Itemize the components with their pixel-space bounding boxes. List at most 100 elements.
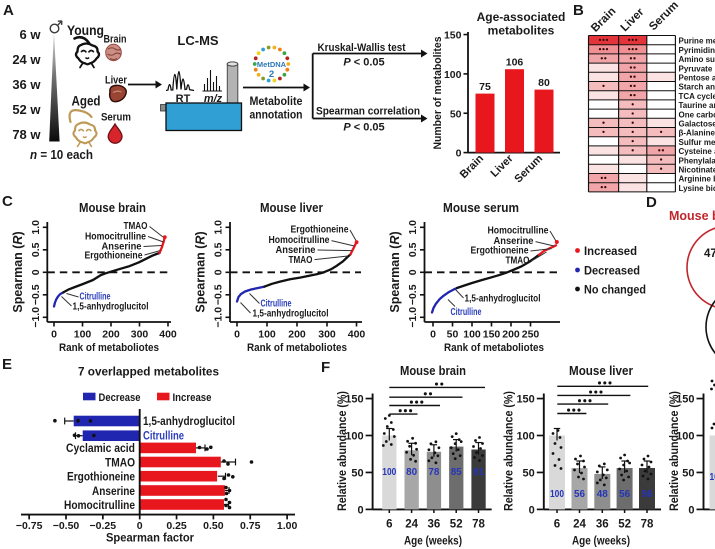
svg-text:56: 56 bbox=[619, 488, 630, 500]
svg-text:0: 0 bbox=[430, 329, 436, 341]
svg-text:Homocitrulline: Homocitrulline bbox=[85, 232, 146, 243]
svg-text:48: 48 bbox=[597, 488, 608, 500]
svg-text:36: 36 bbox=[596, 519, 609, 531]
svg-text:Homocitrulline: Homocitrulline bbox=[488, 226, 549, 237]
svg-text:n = 10 each: n = 10 each bbox=[30, 148, 93, 162]
svg-text:300: 300 bbox=[131, 329, 149, 341]
svg-text:Pyrimidine metabolism: Pyrimidine metabolism bbox=[679, 46, 715, 55]
svg-text:MetDNA: MetDNA bbox=[257, 60, 287, 69]
svg-text:24 w: 24 w bbox=[12, 52, 41, 67]
svg-text:0: 0 bbox=[529, 504, 535, 516]
svg-text:Ergothioneine: Ergothioneine bbox=[291, 225, 349, 236]
svg-text:Homocitrulline: Homocitrulline bbox=[64, 500, 135, 512]
svg-text:78: 78 bbox=[472, 519, 485, 531]
svg-text:TMAO: TMAO bbox=[506, 256, 530, 267]
svg-text:Pyruvate metabolism: Pyruvate metabolism bbox=[679, 64, 715, 73]
svg-text:50: 50 bbox=[450, 108, 462, 120]
svg-text:0.75: 0.75 bbox=[240, 520, 261, 532]
svg-text:P < 0.05: P < 0.05 bbox=[343, 57, 384, 69]
svg-text:0.5: 0.5 bbox=[407, 242, 419, 257]
svg-text:Serum: Serum bbox=[101, 112, 131, 124]
svg-text:E: E bbox=[2, 356, 12, 373]
svg-text:Increase: Increase bbox=[173, 392, 212, 404]
svg-text:80: 80 bbox=[406, 466, 417, 478]
svg-text:−0.25: −0.25 bbox=[90, 520, 117, 532]
svg-text:Age (weeks): Age (weeks) bbox=[572, 536, 630, 548]
svg-text:50: 50 bbox=[523, 467, 535, 479]
svg-text:50: 50 bbox=[682, 467, 694, 479]
svg-text:52: 52 bbox=[618, 519, 631, 531]
svg-text:Lysine biosynthesis: Lysine biosynthesis bbox=[679, 184, 715, 193]
svg-text:Rank of metaboliotes: Rank of metaboliotes bbox=[444, 342, 544, 354]
svg-text:1,5-anhydroglucitol: 1,5-anhydroglucitol bbox=[465, 294, 541, 305]
svg-text:TMAO: TMAO bbox=[289, 255, 313, 266]
svg-text:Number of metabolites: Number of metabolites bbox=[432, 37, 444, 150]
svg-text:1,5-anhydroglucitol: 1,5-anhydroglucitol bbox=[253, 309, 329, 320]
svg-text:Purine metabolism: Purine metabolism bbox=[679, 37, 715, 46]
svg-text:Homocitrulline: Homocitrulline bbox=[269, 235, 330, 246]
svg-text:Kruskal-Wallis test: Kruskal-Wallis test bbox=[318, 42, 406, 54]
svg-text:6: 6 bbox=[554, 519, 560, 531]
svg-text:Rank of metaboliotes: Rank of metaboliotes bbox=[247, 342, 347, 354]
svg-text:Amino sugar metabolism: Amino sugar metabolism bbox=[679, 55, 715, 64]
svg-text:1.0: 1.0 bbox=[30, 220, 42, 235]
svg-text:Relative abundance (%): Relative abundance (%) bbox=[669, 391, 681, 511]
svg-text:Anserine: Anserine bbox=[92, 486, 135, 498]
svg-text:Phenylalanine metab.: Phenylalanine metab. bbox=[679, 156, 715, 165]
svg-text:85: 85 bbox=[451, 466, 462, 478]
svg-text:Relative abundance (%): Relative abundance (%) bbox=[337, 391, 349, 511]
svg-text:400: 400 bbox=[348, 329, 366, 341]
svg-text:0.5: 0.5 bbox=[30, 242, 42, 257]
svg-text:1.00: 1.00 bbox=[277, 520, 298, 532]
svg-text:36: 36 bbox=[428, 519, 441, 531]
svg-text:β-Alanine metabolism: β-Alanine metabolism bbox=[679, 129, 715, 138]
svg-text:Anserine: Anserine bbox=[276, 245, 316, 256]
svg-text:24: 24 bbox=[405, 519, 418, 531]
svg-text:TCA cycle: TCA cycle bbox=[679, 92, 715, 101]
svg-text:C: C bbox=[2, 193, 13, 210]
svg-text:A: A bbox=[3, 2, 14, 19]
svg-text:Age (weeks): Age (weeks) bbox=[404, 536, 462, 548]
svg-text:0: 0 bbox=[30, 269, 42, 275]
svg-text:0.5: 0.5 bbox=[213, 242, 225, 257]
svg-text:Spearman correlation: Spearman correlation bbox=[316, 106, 420, 118]
svg-text:100: 100 bbox=[345, 431, 363, 443]
svg-text:300: 300 bbox=[318, 329, 336, 341]
svg-text:Spearman factor: Spearman factor bbox=[106, 533, 194, 545]
svg-text:50: 50 bbox=[447, 329, 459, 341]
svg-text:52 w: 52 w bbox=[12, 102, 41, 117]
svg-text:0: 0 bbox=[357, 504, 363, 516]
svg-text:52: 52 bbox=[450, 519, 463, 531]
svg-text:2: 2 bbox=[269, 69, 274, 80]
svg-text:Citrulline: Citrulline bbox=[451, 307, 482, 318]
svg-text:75: 75 bbox=[479, 81, 491, 93]
svg-text:0: 0 bbox=[234, 329, 240, 341]
svg-text:No changed: No changed bbox=[584, 285, 646, 297]
svg-text:TMAO: TMAO bbox=[124, 221, 148, 232]
svg-text:6 w: 6 w bbox=[20, 27, 42, 42]
svg-text:−1.0: −1.0 bbox=[213, 307, 225, 328]
svg-text:Mouse liver: Mouse liver bbox=[260, 201, 323, 215]
svg-text:Mouse brain: Mouse brain bbox=[400, 364, 466, 378]
svg-text:100: 100 bbox=[550, 488, 564, 500]
svg-text:Taurine and hypotaurine: Taurine and hypotaurine bbox=[679, 101, 715, 110]
svg-text:Rank of metaboliotes: Rank of metaboliotes bbox=[59, 342, 159, 354]
svg-text:m/z: m/z bbox=[204, 93, 223, 105]
svg-text:Mouse brain: Mouse brain bbox=[669, 209, 715, 223]
svg-text:Aged: Aged bbox=[72, 94, 101, 109]
svg-text:Starch and sucrose met.: Starch and sucrose met. bbox=[679, 83, 715, 92]
svg-text:150: 150 bbox=[483, 329, 501, 341]
svg-text:−0.5: −0.5 bbox=[407, 284, 419, 305]
svg-text:7 overlapped metabolites: 7 overlapped metabolites bbox=[78, 365, 219, 379]
svg-text:Age-associated: Age-associated bbox=[477, 10, 566, 24]
svg-text:250: 250 bbox=[522, 329, 540, 341]
svg-text:P < 0.05: P < 0.05 bbox=[343, 122, 384, 134]
svg-text:78: 78 bbox=[428, 466, 439, 478]
svg-text:Metabolite: Metabolite bbox=[250, 94, 303, 108]
svg-text:100: 100 bbox=[382, 466, 396, 478]
svg-text:78: 78 bbox=[641, 519, 654, 531]
svg-text:Spearman (R): Spearman (R) bbox=[11, 231, 25, 312]
svg-text:Cysteine and methionine: Cysteine and methionine bbox=[679, 147, 715, 156]
svg-text:One carbon metabolism: One carbon metabolism bbox=[679, 110, 715, 119]
svg-text:Sulfur metabolism: Sulfur metabolism bbox=[679, 138, 715, 147]
